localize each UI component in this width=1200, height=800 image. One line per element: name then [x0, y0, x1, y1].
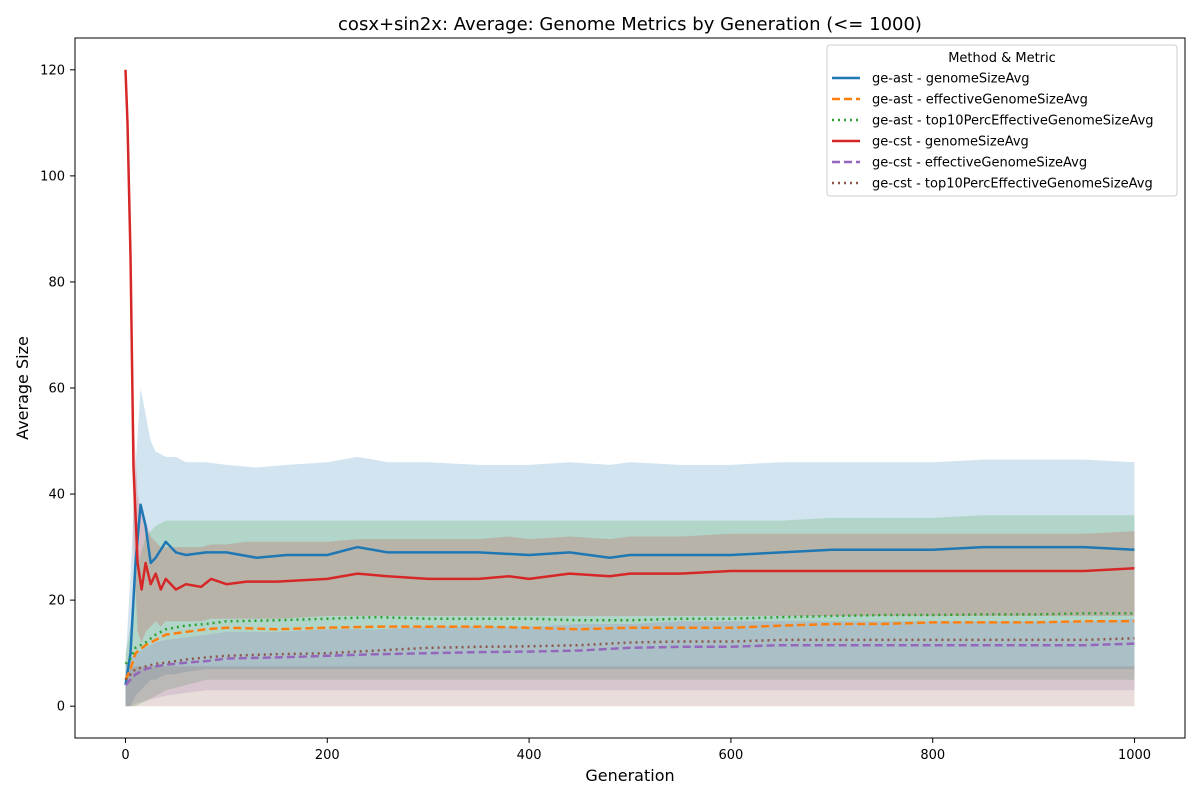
x-tick-label: 400 — [517, 748, 542, 763]
series-line-ge-cst-genomesizeavg — [124, 69, 1135, 591]
x-tick-label: 800 — [920, 748, 945, 763]
series-line-ge-cst-effectivegenomesizeavg — [124, 642, 1135, 686]
y-tick-label: 40 — [48, 488, 65, 503]
plot-area — [124, 69, 1135, 707]
legend-label-ge-ast-effectivegenomesizeavg: ge-ast - effectiveGenomeSizeAvg — [872, 93, 1088, 108]
y-axis-label: Average Size — [13, 336, 32, 440]
y-axis: 0 20 40 60 80 100 120 — [40, 63, 75, 715]
legend-box — [826, 44, 1178, 197]
legend-label-ge-cst-top10perceffectivegenomesizeavg: ge-cst - top10PercEffectiveGenomeSizeAvg — [872, 177, 1153, 192]
legend-label-ge-cst-effectivegenomesizeavg: ge-cst - effectiveGenomeSizeAvg — [872, 156, 1087, 171]
series-line-ge-ast-top10perceffectivegenomesizeavg — [124, 612, 1135, 665]
y-tick-label: 100 — [40, 169, 65, 184]
x-tick-label: 200 — [315, 748, 340, 763]
legend-title: Method & Metric — [948, 51, 1056, 66]
chart-title: cosx+sin2x: Average: Genome Metrics by G… — [338, 14, 922, 35]
legend: Method & Metric ge-ast - genomeSizeAvg ge… — [826, 44, 1178, 197]
x-tick-label: 1000 — [1118, 748, 1151, 763]
y-tick-label: 80 — [48, 275, 65, 290]
x-tick-label: 600 — [718, 748, 743, 763]
legend-label-ge-ast-genomesizeavg: ge-ast - genomeSizeAvg — [872, 72, 1030, 87]
y-tick-label: 20 — [48, 594, 65, 609]
y-tick-label: 60 — [48, 382, 65, 397]
legend-label-ge-ast-top10perceffectivegenomesizeavg: ge-ast - top10PercEffectiveGenomeSizeAvg — [872, 114, 1154, 129]
x-tick-label: 0 — [121, 748, 129, 763]
y-tick-label: 0 — [57, 700, 65, 715]
x-axis-label: Generation — [585, 766, 674, 785]
legend-label-ge-cst-genomesizeavg: ge-cst - genomeSizeAvg — [872, 135, 1029, 150]
series-line-ge-ast-effectivegenomesizeavg — [124, 620, 1135, 681]
band-ge-ast-top10perceffectivegenomesizeavg — [125, 515, 1135, 707]
y-tick-label: 120 — [40, 63, 65, 78]
series-line-ge-ast-genomesizeavg — [124, 503, 1135, 686]
x-axis: 0 200 400 600 800 1000 — [121, 738, 1151, 763]
band-ge-cst-top10perceffectivegenomesizeavg — [125, 666, 1135, 707]
